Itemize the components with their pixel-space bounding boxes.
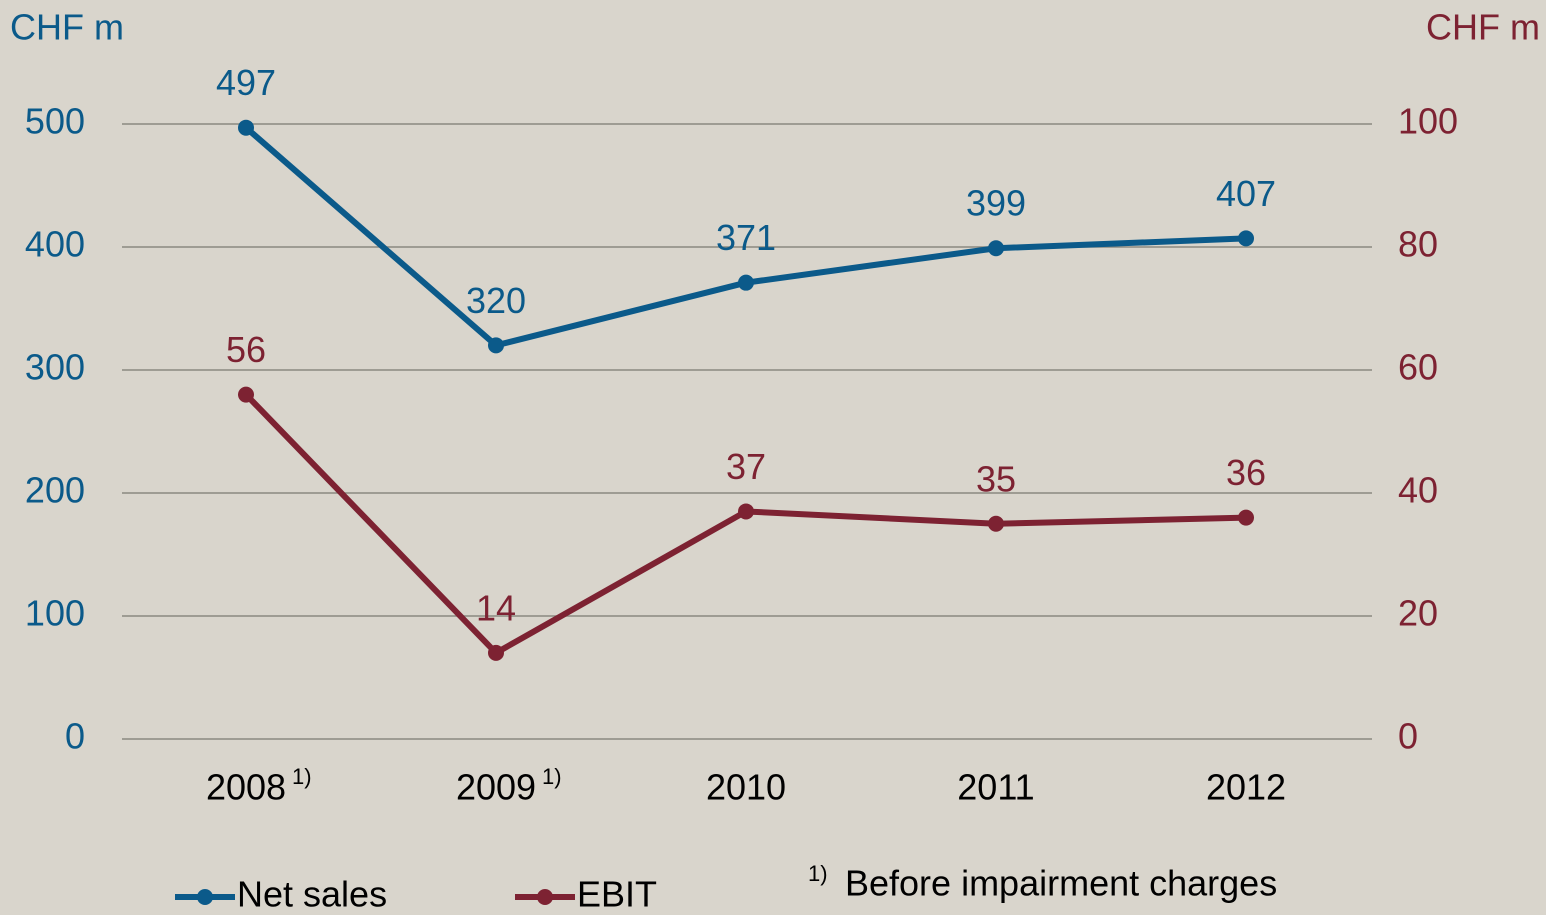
- data-label: 407: [1216, 173, 1276, 214]
- data-point: [988, 515, 1004, 532]
- data-label: 399: [966, 183, 1026, 224]
- legend-marker: [197, 889, 213, 905]
- y-tick-label: 100: [25, 593, 85, 634]
- data-point: [1238, 509, 1254, 526]
- data-label: 14: [476, 587, 516, 628]
- legend-marker: [537, 889, 553, 905]
- y-tick-label: 300: [25, 347, 85, 388]
- y-tick-label: 200: [25, 470, 85, 511]
- y2-tick-label: 60: [1398, 347, 1438, 388]
- y2-tick-label: 0: [1398, 716, 1418, 757]
- legend-label: Net sales: [237, 874, 387, 915]
- y-axis-label: CHF m: [10, 7, 124, 48]
- y-tick-label: 0: [65, 716, 85, 757]
- data-point: [488, 644, 504, 661]
- y2-axis-label: CHF m: [1426, 7, 1540, 48]
- data-point: [738, 274, 754, 291]
- x-tick-footnote: 1): [292, 764, 312, 789]
- data-label: 35: [976, 458, 1016, 499]
- data-label: 37: [726, 446, 766, 487]
- x-tick-label: 2008: [206, 767, 286, 808]
- data-label: 320: [466, 280, 526, 321]
- x-tick-label: 2012: [1206, 767, 1286, 808]
- data-point: [488, 337, 504, 354]
- x-tick-label: 2010: [706, 767, 786, 808]
- x-tick-label: 2011: [957, 767, 1034, 808]
- x-tick-label: 2009: [456, 767, 536, 808]
- footnote-marker: 1): [808, 861, 828, 886]
- y2-tick-label: 40: [1398, 470, 1438, 511]
- legend-label: EBIT: [577, 874, 657, 915]
- data-label: 56: [226, 329, 266, 370]
- data-point: [238, 119, 254, 136]
- data-point: [988, 240, 1004, 257]
- y-tick-label: 400: [25, 224, 85, 265]
- y-tick-label: 500: [25, 101, 85, 142]
- data-label: 371: [716, 217, 776, 258]
- y2-tick-label: 20: [1398, 593, 1438, 634]
- x-tick-footnote: 1): [542, 764, 562, 789]
- series-line: [243, 392, 1247, 656]
- y2-tick-label: 80: [1398, 224, 1438, 265]
- data-point: [738, 503, 754, 520]
- data-point: [1238, 230, 1254, 247]
- footnote-text: Before impairment charges: [845, 863, 1277, 904]
- data-label: 497: [216, 62, 276, 103]
- y2-tick-label: 100: [1398, 101, 1458, 142]
- data-point: [238, 386, 254, 403]
- data-label: 36: [1226, 452, 1266, 493]
